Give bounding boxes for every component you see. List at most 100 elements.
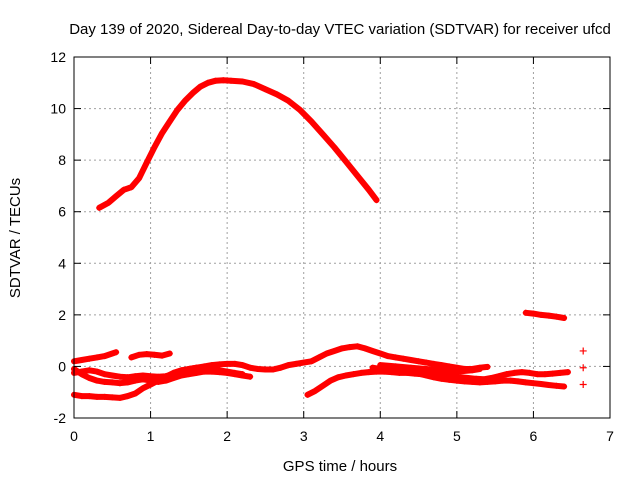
data-point [109, 394, 116, 401]
data-point [101, 371, 108, 378]
data-point [182, 97, 189, 104]
data-point [438, 362, 445, 369]
data-point [120, 186, 127, 193]
data-point [438, 375, 445, 382]
data-point [136, 175, 143, 182]
data-point [216, 367, 223, 374]
data-point [277, 364, 284, 371]
data-point [373, 197, 380, 204]
data-point [132, 377, 139, 384]
data-point [86, 393, 93, 400]
data-point [78, 393, 85, 400]
x-tick-label: 6 [530, 428, 538, 444]
series-arc-high-markers [96, 77, 380, 211]
series-arc-b-markers [128, 350, 173, 361]
data-point [377, 362, 384, 369]
y-tick-label: 2 [58, 307, 66, 323]
data-point [530, 310, 537, 317]
data-point [189, 90, 196, 97]
data-point [304, 391, 311, 398]
data-point [438, 367, 445, 374]
x-tick-label: 2 [223, 428, 231, 444]
series-arc-e-markers [71, 364, 246, 401]
data-point [86, 367, 93, 374]
y-tick-label: 12 [50, 49, 66, 65]
data-point [155, 377, 162, 384]
data-point [139, 376, 146, 383]
data-point [484, 363, 491, 370]
data-point [231, 369, 238, 376]
data-point [296, 106, 303, 113]
data-point [507, 377, 514, 384]
data-point [423, 366, 430, 373]
data-point [335, 374, 342, 381]
data-point [331, 144, 338, 151]
data-point [319, 382, 326, 389]
x-axis-label: GPS time / hours [283, 458, 397, 475]
y-tick-label: 0 [58, 358, 66, 374]
y-tick-label: -2 [54, 410, 67, 426]
isolated-point [579, 380, 587, 388]
data-point [250, 81, 257, 88]
data-point [392, 354, 399, 361]
data-point [484, 378, 491, 385]
data-point [369, 347, 376, 354]
data-point [208, 365, 215, 372]
data-point [423, 372, 430, 379]
data-point [96, 204, 103, 211]
data-point [78, 371, 85, 378]
data-point [224, 360, 231, 367]
data-point [518, 369, 525, 376]
chart-title: Day 139 of 2020, Sidereal Day-to-day VTE… [69, 21, 611, 38]
data-point [109, 350, 116, 357]
x-tick-label: 7 [606, 428, 614, 444]
data-point [549, 370, 556, 377]
data-point [86, 375, 93, 382]
plot-frame [73, 56, 611, 419]
y-tick-label: 10 [50, 101, 66, 117]
data-point [193, 369, 200, 376]
x-tick-label: 5 [453, 428, 461, 444]
data-point [312, 387, 319, 394]
data-point [151, 144, 158, 151]
data-point [220, 77, 227, 84]
data-point [503, 371, 510, 378]
isolated-point [579, 364, 587, 372]
data-point [166, 350, 173, 357]
data-point [159, 130, 166, 137]
data-point [143, 159, 150, 166]
data-point [116, 394, 123, 401]
data-point [522, 309, 529, 316]
y-axis-label: SDTVAR / TECUs [7, 178, 24, 298]
data-point [499, 377, 506, 384]
x-tick-label: 1 [147, 428, 155, 444]
data-point [358, 369, 365, 376]
y-tick-label: 4 [58, 255, 66, 271]
data-point [178, 367, 185, 374]
data-point [285, 97, 292, 104]
data-point [469, 378, 476, 385]
data-point [561, 314, 568, 321]
data-point [201, 364, 208, 371]
data-point [365, 186, 372, 193]
data-point [319, 131, 326, 138]
data-point [453, 377, 460, 384]
data-point [159, 352, 166, 359]
data-point [346, 344, 353, 351]
x-tick-labels: 0 1 2 3 4 5 6 7 [70, 428, 614, 444]
data-point [293, 360, 300, 367]
data-point [430, 374, 437, 381]
data-point [430, 360, 437, 367]
data-point [557, 369, 564, 376]
data-point [136, 351, 143, 358]
data-point [446, 376, 453, 383]
data-point [361, 345, 368, 352]
data-point [461, 378, 468, 385]
data-point [254, 366, 261, 373]
data-point [530, 380, 537, 387]
data-point [143, 351, 150, 358]
data-point [316, 354, 323, 361]
data-point [511, 369, 518, 376]
data-point [323, 350, 330, 357]
